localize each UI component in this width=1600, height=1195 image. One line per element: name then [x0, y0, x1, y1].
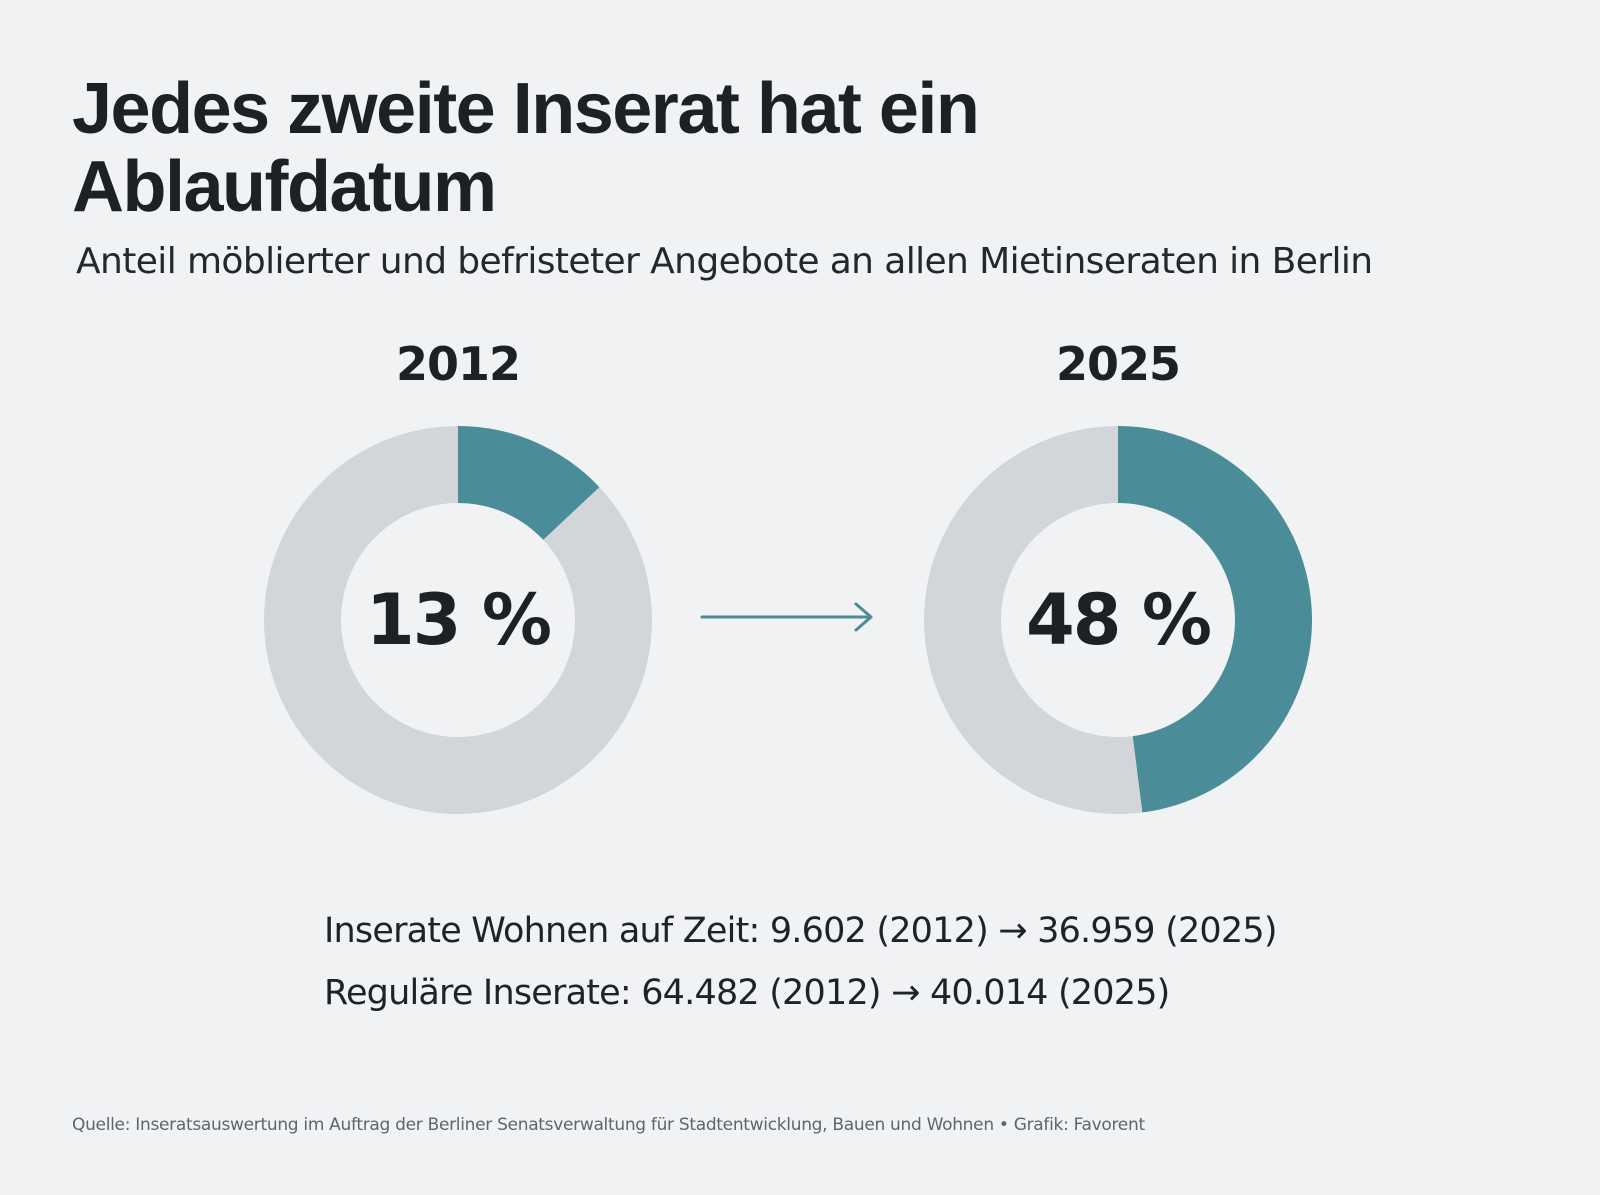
- donut-chart-2012: 13 %: [258, 420, 658, 820]
- center-percentage-2025: 48 %: [1026, 579, 1212, 661]
- arrow-right-icon: [700, 602, 873, 632]
- stat-line-temporary-listings: Inserate Wohnen auf Zeit: 9.602 (2012) →…: [324, 911, 1277, 951]
- donut-slice-2012-wohnen-auf-zeit: [458, 426, 600, 540]
- chart-subtitle: Anteil möblierter und befristeter Angebo…: [76, 241, 1373, 282]
- donut-svg-2025: [924, 426, 1312, 814]
- donut-slice-2025-wohnen-auf-zeit: [1118, 426, 1312, 813]
- center-percentage-2012: 13 %: [366, 579, 552, 661]
- chart-title: Jedes zweite Inserat hat ein Ablaufdatum: [72, 69, 980, 227]
- listing-stats: Inserate Wohnen auf Zeit: 9.602 (2012) →…: [324, 900, 1524, 1024]
- source-note: Quelle: Inseratsauswertung im Auftrag de…: [72, 1115, 1145, 1135]
- donut-slice-2012-reguläre-inserate: [263, 426, 652, 814]
- year-label-2012: 2012: [395, 337, 521, 391]
- donut-slice-2025-reguläre-inserate: [924, 426, 1143, 814]
- year-label-2025: 2025: [1055, 337, 1181, 391]
- donut-chart-2025: 48 %: [918, 420, 1318, 820]
- donut-svg-2012: [263, 426, 652, 814]
- stat-line-regular-listings: Reguläre Inserate: 64.482 (2012) → 40.01…: [324, 973, 1170, 1013]
